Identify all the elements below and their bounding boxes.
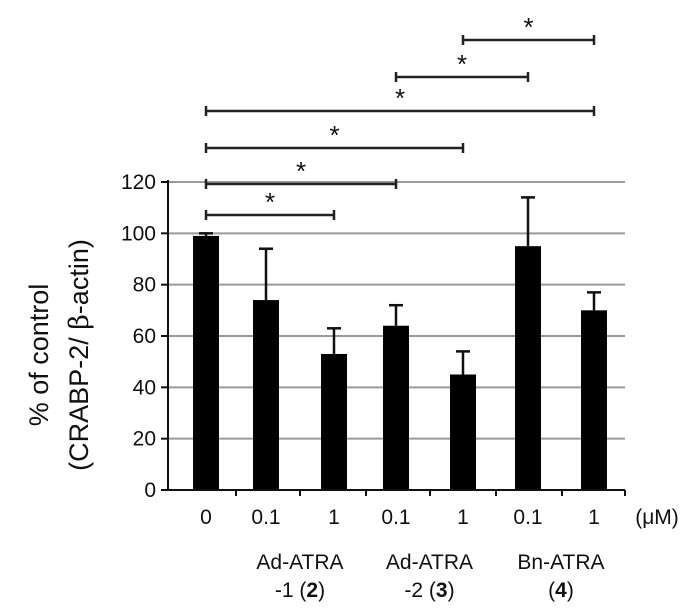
group-label-line2: -1 (2) [275,579,325,602]
y-tick-label: 40 [133,376,156,399]
group-label-line2: (4) [548,579,574,602]
y-axis-label-line2: (CRABP-2/ β-actin) [64,239,95,471]
group-label-prefix: -1 ( [275,579,307,602]
y-tick-label: 0 [144,479,156,502]
axes [161,180,626,496]
y-tick-label: 120 [121,171,156,194]
significance-star: * [457,49,467,79]
bars [193,235,607,490]
significance-star: * [296,156,306,186]
y-tick-label: 100 [121,222,156,245]
group-label-line1: Ad-ATRA [256,551,343,574]
bar [515,246,541,490]
error-bars [199,196,601,375]
significance-brackets: * * * * * * [204,12,596,220]
y-axis-label-beta: β [64,314,95,330]
group-label-prefix: ( [548,579,555,602]
bar [253,300,279,490]
x-category-label: 0.1 [381,506,410,529]
group-label-suffix: ) [318,579,325,602]
group-label-line1: Bn-ATRA [517,551,604,574]
y-tick-label: 80 [133,274,156,297]
significance-star: * [523,12,533,42]
group-label-line2: -2 (3) [404,579,454,602]
y-tick-label: 60 [133,325,156,348]
y-tick-label: 20 [133,428,156,451]
y-tick-labels: 0 20 40 60 80 100 120 [121,171,156,502]
y-axis-label-line1: % of control [24,284,54,427]
x-category-label: 1 [588,506,600,529]
group-label-prefix: -2 ( [404,579,436,602]
unit-label: (μM) [635,506,679,529]
group-label-compound: 2 [306,579,318,602]
x-category-label: 0 [200,506,212,529]
group-label-suffix: ) [567,579,574,602]
x-category-labels: 0 0.1 1 0.1 1 0.1 1 [200,506,600,529]
svg-text:% of control: % of control [24,284,54,427]
bar [581,310,607,490]
group-label-compound: 4 [555,579,567,602]
bar [383,325,409,490]
x-category-label: 1 [328,506,340,529]
y-axis-label-prefix: (CRABP-2/ [64,330,94,471]
x-category-label: 1 [457,506,469,529]
group-label-suffix: ) [448,579,455,602]
bar [321,353,347,490]
x-category-label: 0.1 [513,506,542,529]
significance-star: * [265,187,275,217]
group-labels: Ad-ATRA -1 (2) Ad-ATRA -2 (3) Bn-ATRA (4) [256,551,604,602]
y-axis-label-suffix: -actin) [64,239,94,314]
bar [450,374,476,490]
bar [193,235,219,490]
significance-star: * [395,83,405,113]
group-label-line1: Ad-ATRA [386,551,473,574]
x-category-label: 0.1 [251,506,280,529]
svg-text:(CRABP-2/ β-actin): (CRABP-2/ β-actin) [64,239,95,471]
significance-star: * [329,120,339,150]
group-label-compound: 3 [436,579,448,602]
